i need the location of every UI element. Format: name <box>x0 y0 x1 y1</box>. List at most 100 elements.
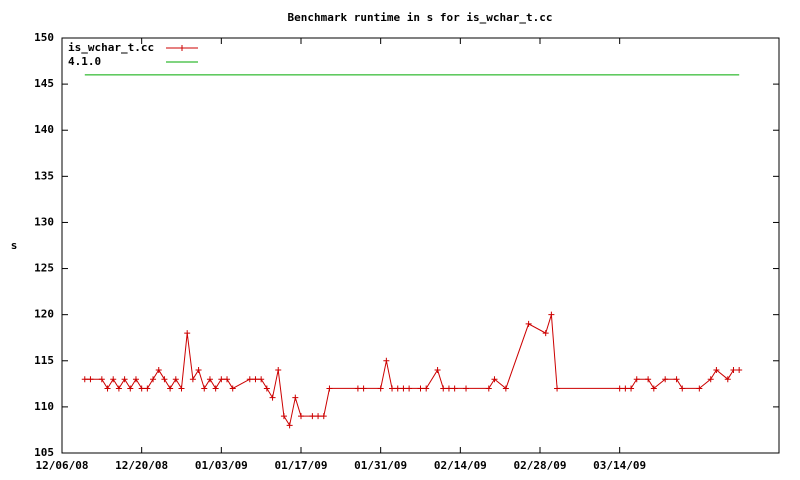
data-point <box>502 385 509 392</box>
data-point <box>258 376 265 383</box>
data-point <box>144 385 151 392</box>
data-point <box>189 376 196 383</box>
y-tick-label: 125 <box>34 262 54 275</box>
data-point <box>161 376 168 383</box>
data-point <box>298 413 304 420</box>
y-tick-label: 145 <box>34 77 54 90</box>
data-point <box>132 376 139 383</box>
data-point <box>360 385 367 392</box>
data-point <box>229 385 236 392</box>
data-point <box>423 385 430 392</box>
data-point <box>121 376 128 383</box>
data-point <box>218 376 225 383</box>
data-point <box>485 385 492 392</box>
data-point <box>269 394 276 401</box>
data-point <box>730 367 737 373</box>
y-tick-label: 105 <box>34 446 54 459</box>
data-point <box>417 385 424 392</box>
data-point <box>662 376 669 383</box>
x-tick-label: 02/14/09 <box>434 459 487 472</box>
data-point <box>309 413 316 420</box>
x-tick-label: 12/06/08 <box>36 459 89 472</box>
x-tick-label: 12/20/08 <box>115 459 168 472</box>
y-tick-label: 150 <box>34 31 54 44</box>
data-point <box>673 376 680 383</box>
y-tick-label: 110 <box>34 400 54 413</box>
y-tick-label: 115 <box>34 354 54 367</box>
data-point <box>150 376 157 383</box>
data-point <box>275 367 282 373</box>
x-tick-label: 01/17/09 <box>275 459 328 472</box>
data-point <box>172 376 179 383</box>
data-point <box>127 385 134 392</box>
data-point <box>440 385 447 392</box>
data-point <box>138 385 145 392</box>
y-axis-label: s <box>11 239 18 252</box>
x-tick-label: 01/31/09 <box>354 459 407 472</box>
data-point <box>263 385 270 392</box>
x-tick-label: 02/28/09 <box>514 459 567 472</box>
plot-frame <box>61 37 780 454</box>
y-tick-label: 135 <box>34 169 54 182</box>
data-point <box>650 385 657 392</box>
data-point <box>81 376 88 383</box>
data-point <box>195 367 202 373</box>
data-point <box>724 376 731 383</box>
data-point <box>713 367 720 373</box>
data-point <box>246 376 253 383</box>
data-point <box>167 385 174 392</box>
data-point <box>554 385 561 392</box>
data-point <box>491 376 498 383</box>
y-tick-label: 120 <box>34 308 54 321</box>
data-point <box>525 320 532 327</box>
chart-title: Benchmark runtime in s for is_wchar_t.cc <box>288 11 553 24</box>
data-point <box>451 385 458 392</box>
series-line <box>84 314 740 427</box>
data-point <box>434 367 441 373</box>
data-point <box>98 376 105 383</box>
data-point <box>394 385 401 392</box>
data-point <box>206 376 213 383</box>
data-point <box>383 357 390 364</box>
data-point <box>616 385 623 392</box>
data-point <box>679 385 686 392</box>
data-point <box>155 367 162 373</box>
y-tick-label: 140 <box>34 123 54 136</box>
data-point <box>315 413 322 420</box>
x-tick-label: 03/14/09 <box>593 459 646 472</box>
data-point <box>201 385 208 392</box>
data-point <box>542 330 549 337</box>
data-point <box>115 385 122 392</box>
data-point <box>178 385 185 392</box>
legend-label: 4.1.0 <box>68 55 101 68</box>
data-point <box>645 376 652 383</box>
legend-marker <box>179 45 185 51</box>
data-point <box>622 385 629 392</box>
data-point <box>354 385 361 392</box>
data-point <box>212 385 219 392</box>
data-point <box>326 385 333 392</box>
data-point <box>389 385 396 392</box>
data-point <box>463 385 470 392</box>
y-tick-label: 130 <box>34 215 54 228</box>
data-point <box>548 311 555 318</box>
data-point <box>286 422 293 429</box>
data-point <box>696 385 703 392</box>
data-point <box>104 385 111 392</box>
data-point <box>184 330 191 337</box>
data-point <box>87 376 94 383</box>
data-point <box>377 385 384 392</box>
data-point <box>252 376 259 383</box>
data-point <box>633 376 640 383</box>
data-point <box>110 376 117 383</box>
data-point <box>707 376 714 383</box>
data-point <box>224 376 231 383</box>
data-point <box>736 367 743 373</box>
data-point <box>280 413 287 420</box>
data-point <box>400 385 407 392</box>
x-tick-label: 01/03/09 <box>195 459 248 472</box>
data-point <box>628 385 635 392</box>
data-point <box>292 394 299 401</box>
data-point <box>320 413 327 420</box>
